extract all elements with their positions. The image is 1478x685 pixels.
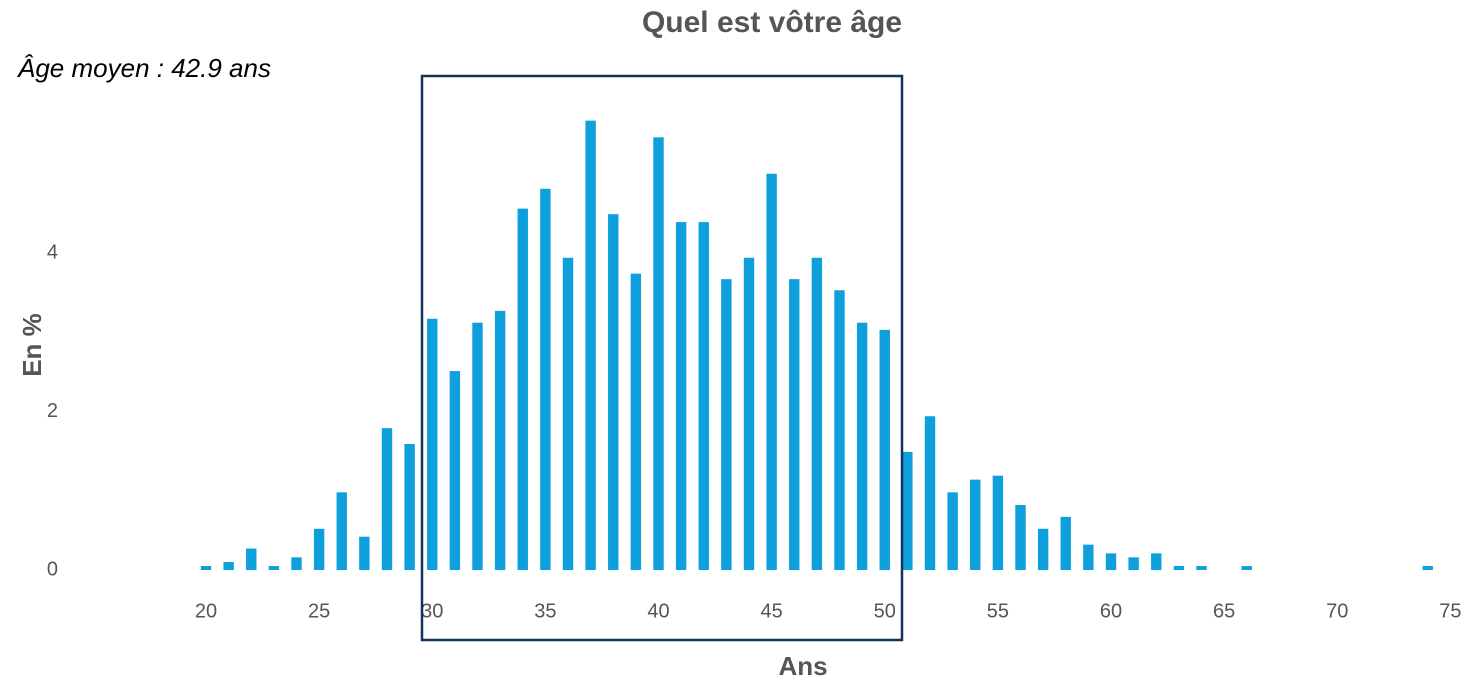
bar (223, 562, 234, 570)
bar (902, 451, 913, 570)
bar (811, 257, 823, 570)
bar (1105, 553, 1117, 570)
x-tick-label: 55 (987, 600, 1009, 622)
bar (494, 310, 506, 570)
bar (449, 371, 461, 570)
bar (517, 208, 528, 570)
bar (540, 188, 551, 570)
bar (947, 492, 958, 570)
bar (1128, 557, 1139, 570)
bar (1015, 505, 1026, 570)
bar (1241, 566, 1252, 570)
bar (653, 137, 664, 571)
bar (630, 273, 642, 570)
bar (608, 214, 619, 571)
x-tick-label: 65 (1213, 600, 1235, 622)
bar (879, 329, 890, 570)
x-tick-label: 70 (1326, 600, 1348, 622)
bar (789, 279, 800, 570)
annotation: Âge moyen : 42.9 ans (16, 53, 271, 83)
bar (404, 443, 415, 570)
bar (1151, 553, 1162, 570)
bar (472, 322, 483, 570)
y-tick-label: 2 (47, 400, 58, 422)
bar (1037, 528, 1049, 570)
bar (291, 557, 302, 570)
x-tick-label: 40 (647, 600, 669, 622)
bar (336, 492, 347, 570)
x-tick-label: 50 (874, 600, 896, 622)
bar (743, 257, 755, 570)
x-tick-label: 30 (421, 600, 443, 622)
x-tick-label: 75 (1439, 600, 1461, 622)
bar (1422, 566, 1433, 570)
bar (427, 318, 438, 570)
bar (721, 279, 732, 570)
bar (562, 257, 574, 570)
bar (200, 566, 212, 570)
bar (381, 428, 393, 570)
bar (268, 566, 280, 570)
bar (698, 222, 709, 570)
bar (1196, 566, 1207, 570)
chart-title: Quel est vôtre âge (642, 6, 902, 39)
bar (856, 322, 868, 570)
bar (834, 290, 845, 570)
bar (1060, 516, 1071, 570)
bar (675, 222, 687, 570)
bar (1083, 544, 1094, 570)
bar (1173, 566, 1185, 570)
y-tick-label: 4 (47, 241, 58, 263)
bar (924, 416, 936, 570)
y-axis-label: En % (17, 313, 47, 377)
bar (359, 536, 370, 570)
bar (992, 475, 1004, 570)
highlight-box (420, 74, 904, 642)
x-tick-label: 35 (534, 600, 556, 622)
x-axis-label: Ans (778, 651, 827, 681)
x-tick-label: 45 (761, 600, 783, 622)
y-tick-label: 0 (47, 558, 58, 580)
x-tick-label: 25 (308, 600, 330, 622)
bar (246, 548, 257, 570)
x-tick-label: 60 (1100, 600, 1122, 622)
x-tick-label: 20 (195, 600, 217, 622)
bar (585, 120, 596, 570)
bar (970, 479, 981, 570)
bar (313, 528, 325, 570)
bar (766, 173, 777, 570)
